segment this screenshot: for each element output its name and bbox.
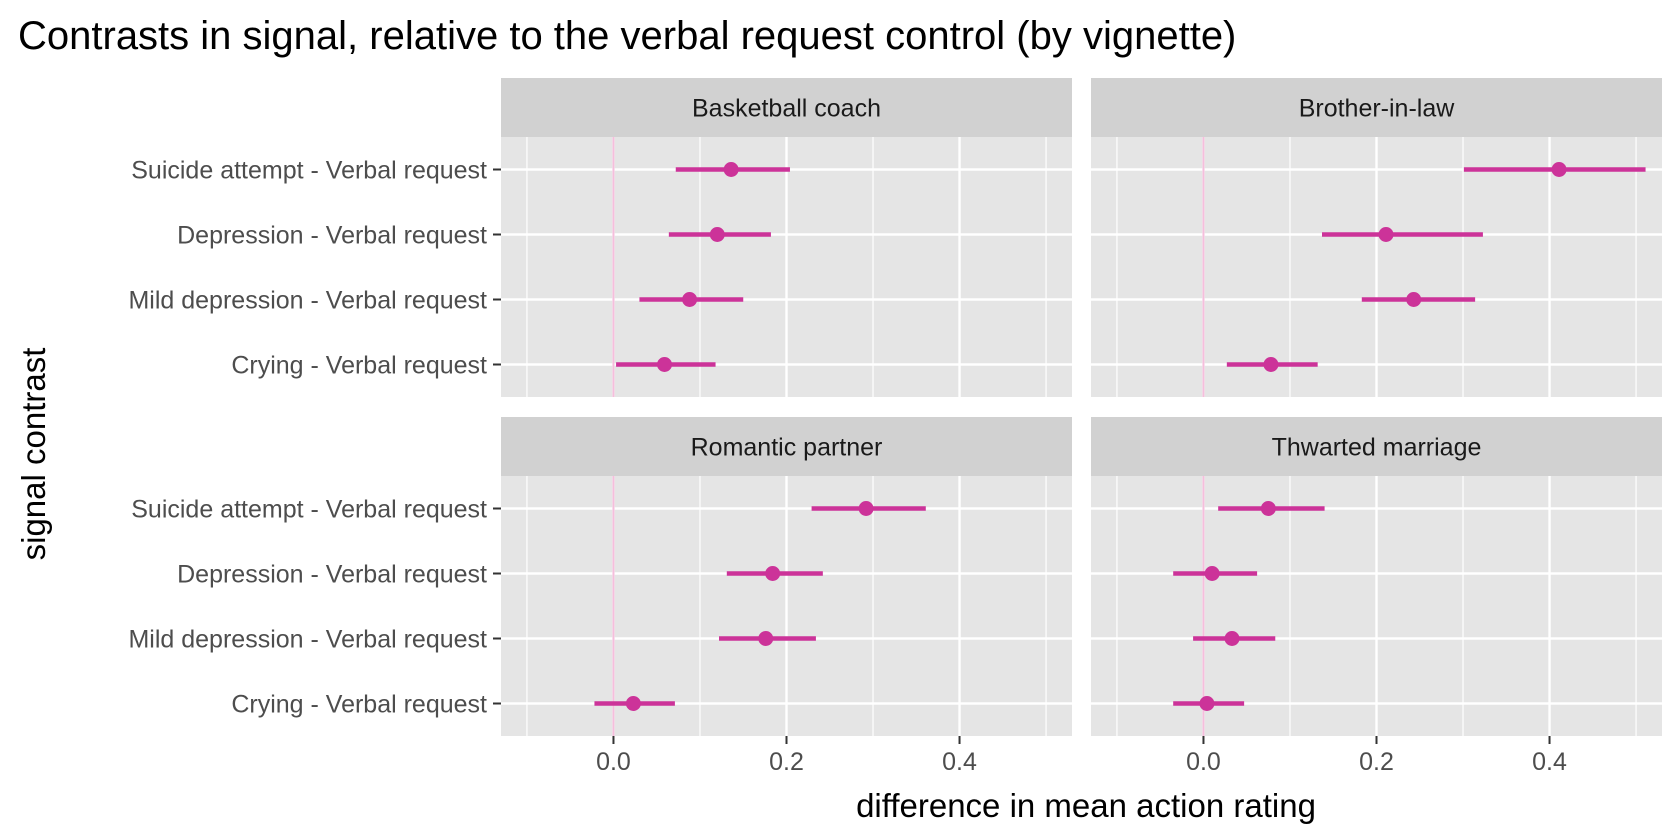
y-tick-label: Suicide attempt - Verbal request <box>131 157 487 185</box>
estimate-point <box>625 696 641 711</box>
estimate-point <box>1260 501 1276 516</box>
panel-brother-in-law: Brother-in-law <box>1091 78 1662 397</box>
x-tick-label: 0.2 <box>769 748 804 776</box>
facet-strip <box>1091 417 1662 476</box>
y-tick-label: Mild depression - Verbal request <box>128 287 487 315</box>
facet-label: Basketball coach <box>692 95 881 123</box>
estimate-point <box>1204 566 1220 581</box>
estimate-point <box>765 566 781 581</box>
facet-panels: Basketball coach Suicide attempt - Verbal… <box>128 78 1662 776</box>
facet-strip <box>1091 78 1662 137</box>
estimate-point <box>723 162 739 177</box>
panel-romantic-partner: Romantic partner Suicide attempt - Verbal… <box>128 417 1072 776</box>
estimate-point <box>1199 696 1215 711</box>
estimate-point <box>1551 162 1567 177</box>
estimate-point <box>1224 631 1240 646</box>
estimate-point <box>1406 292 1422 307</box>
y-tick-label: Depression - Verbal request <box>177 222 487 250</box>
facet-label: Romantic partner <box>691 434 883 462</box>
y-tick-label: Suicide attempt - Verbal request <box>131 496 487 524</box>
panel-basketball-coach: Basketball coach Suicide attempt - Verbal… <box>128 78 1072 397</box>
facet-label: Brother-in-law <box>1299 95 1456 123</box>
estimate-point <box>1263 357 1279 372</box>
estimate-point <box>709 227 725 242</box>
panel-thwarted-marriage: Thwarted marriage 0.0 0.2 0.4 <box>1091 417 1662 776</box>
facet-strip <box>501 78 1072 137</box>
x-tick-label: 0.0 <box>1186 748 1221 776</box>
facet-strip <box>501 417 1072 476</box>
estimate-point <box>682 292 698 307</box>
estimate-point <box>657 357 673 372</box>
y-tick-label: Depression - Verbal request <box>177 561 487 589</box>
estimate-point <box>758 631 774 646</box>
y-axis-title: signal contrast <box>15 348 52 561</box>
x-tick-label: 0.4 <box>942 748 977 776</box>
x-tick-label: 0.0 <box>596 748 631 776</box>
x-tick-label: 0.4 <box>1532 748 1567 776</box>
x-tick-label: 0.2 <box>1359 748 1394 776</box>
chart-title: Contrasts in signal, relative to the ver… <box>18 14 1236 58</box>
y-tick-label: Crying - Verbal request <box>231 691 487 719</box>
facet-label: Thwarted marriage <box>1272 434 1482 462</box>
estimate-point <box>858 501 874 516</box>
x-axis-title: difference in mean action rating <box>856 787 1316 824</box>
estimate-point <box>1378 227 1394 242</box>
y-tick-label: Mild depression - Verbal request <box>128 626 487 654</box>
y-tick-label: Crying - Verbal request <box>231 352 487 380</box>
